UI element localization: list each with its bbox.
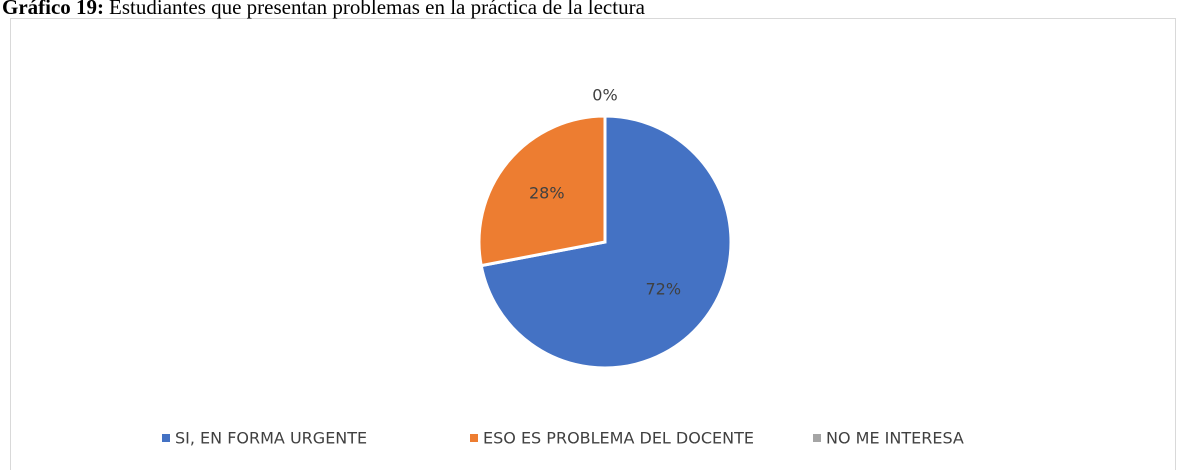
legend-swatch [162, 434, 170, 442]
chart-title: Gráfico 19: Estudiantes que presentan pro… [2, 0, 646, 19]
title-label: Gráfico 19: [2, 0, 104, 19]
legend-label: SI, EN FORMA URGENTE [175, 429, 367, 448]
legend-label: NO ME INTERESA [826, 429, 964, 448]
pie-slice [477, 114, 607, 268]
legend-swatch [470, 434, 478, 442]
legend-label: ESO ES PROBLEMA DEL DOCENTE [483, 429, 754, 448]
title-text: Estudiantes que presentan problemas en l… [109, 0, 646, 19]
data-label: 28% [529, 183, 565, 202]
legend-swatch [813, 434, 821, 442]
data-label: 0% [592, 86, 617, 105]
data-label: 72% [645, 280, 681, 299]
